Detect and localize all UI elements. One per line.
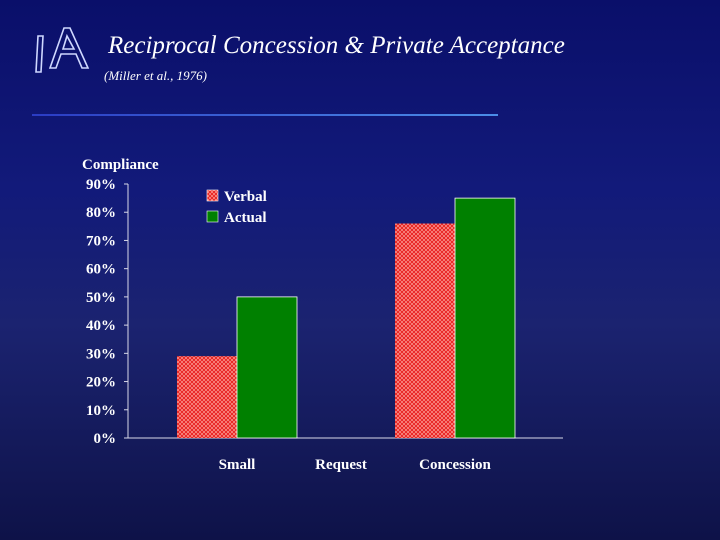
x-category-label: Small bbox=[219, 457, 256, 473]
y-tick-label: 90% bbox=[86, 177, 116, 193]
title-divider bbox=[32, 114, 498, 116]
x-category-note: Request bbox=[315, 457, 367, 473]
bar-verbal-small bbox=[177, 356, 237, 438]
ia-logo bbox=[35, 27, 90, 73]
y-tick-label: 30% bbox=[86, 346, 116, 362]
y-tick-label: 80% bbox=[86, 205, 116, 221]
y-tick-label: 50% bbox=[86, 290, 116, 306]
legend-label-actual: Actual bbox=[224, 210, 267, 226]
y-tick-label: 40% bbox=[86, 318, 116, 334]
y-tick-label: 0% bbox=[94, 431, 117, 447]
y-axis-label: Compliance bbox=[82, 157, 159, 173]
legend-label-verbal: Verbal bbox=[224, 189, 267, 205]
y-tick-label: 60% bbox=[86, 262, 116, 278]
legend-swatch-verbal bbox=[206, 189, 219, 202]
slide-subtitle: (Miller et al., 1976) bbox=[104, 68, 207, 83]
bar-actual-small bbox=[236, 296, 298, 439]
x-category-label: Concession bbox=[419, 457, 491, 473]
bar-verbal-concession bbox=[395, 223, 455, 438]
y-tick-label: 70% bbox=[86, 233, 116, 249]
legend-swatch-actual bbox=[206, 210, 219, 223]
slide-title: Reciprocal Concession & Private Acceptan… bbox=[108, 32, 565, 59]
y-tick-label: 20% bbox=[86, 375, 116, 391]
y-tick-label: 10% bbox=[86, 403, 116, 419]
bar-actual-concession bbox=[454, 197, 516, 439]
